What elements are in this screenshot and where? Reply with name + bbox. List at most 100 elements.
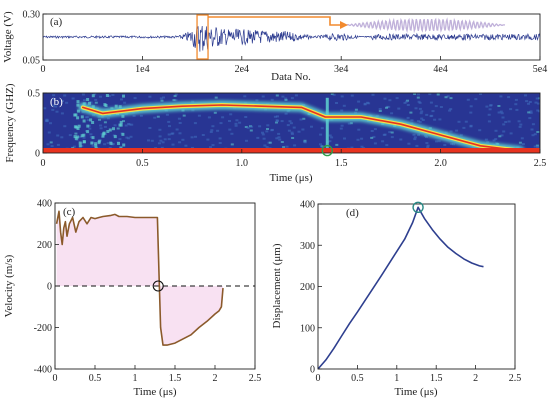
panel-c: (c) -400 -200 0 200 400 0 0.5 1 1.5 2 2.5 Time (μ… xyxy=(3,199,261,399)
panel-b-noise-cell xyxy=(302,117,306,120)
panel-b-noise-cell xyxy=(413,93,417,95)
panel-d-y-tick-label: 100 xyxy=(300,323,315,334)
panel-b-noise-cell xyxy=(372,135,376,138)
panel-b-noise-cell xyxy=(294,94,298,97)
panel-b-noise-cell xyxy=(484,138,488,141)
panel-b-noise-cell xyxy=(328,134,332,137)
panel-b-noise-cell xyxy=(165,113,169,116)
panel-b-noise-cell xyxy=(80,115,84,119)
panel-b-noise-cell xyxy=(290,97,294,100)
panel-b-noise-cell xyxy=(258,125,262,128)
panel-b-noise-cell xyxy=(527,102,530,105)
panel-b-noise-cell xyxy=(49,141,53,144)
panel-b-x-tick-label: 0 xyxy=(41,158,46,169)
panel-b-noise-cell xyxy=(123,101,127,104)
panel-b-noise-cell xyxy=(418,120,422,123)
panel-c-x-ticks: 0 0.5 1 1.5 2 2.5 xyxy=(53,365,261,384)
panel-b-noise-cell xyxy=(281,95,285,98)
panel-b-noise-cell xyxy=(177,117,181,120)
panel-b-noise-cell xyxy=(170,132,174,135)
panel-b-noise-cell xyxy=(278,138,282,141)
panel-b-noise-cell xyxy=(413,138,417,141)
panel-b-noise-cell xyxy=(406,116,410,119)
panel-b-noise-cell xyxy=(43,107,47,110)
panel-b-noise-cell xyxy=(330,136,334,139)
panel-b-noise-cell xyxy=(507,120,511,123)
panel-b-noise-cell xyxy=(104,104,108,107)
panel-b-noise-cell xyxy=(209,146,212,149)
panel-b-noise-cell xyxy=(538,110,540,113)
panel-b-noise-cell xyxy=(270,98,274,101)
panel-b-noise-cell xyxy=(449,97,453,100)
panel-b-noise-cell xyxy=(45,120,49,123)
panel-b-noise-cell xyxy=(228,128,232,131)
panel-b-noise-cell xyxy=(448,109,452,112)
panel-b-noise-cell xyxy=(230,132,234,135)
panel-b-noise-cell xyxy=(266,124,270,127)
panel-b-ridge-core xyxy=(82,104,521,152)
panel-b-noise-cell xyxy=(121,132,125,136)
panel-b-noise-cell xyxy=(519,123,523,126)
panel-b-noise-cell xyxy=(388,131,392,134)
panel-d-y-tick-label: 0 xyxy=(310,365,315,376)
panel-b-noise-cell xyxy=(117,142,120,145)
panel-b-noise-cell xyxy=(474,98,478,101)
panel-b-noise-cell xyxy=(168,125,171,128)
panel-b-noise-cell xyxy=(76,127,80,130)
panel-d-y-tick-label: 200 xyxy=(300,282,315,293)
panel-b-noise-cell xyxy=(108,146,112,149)
panel-b-noise-cell xyxy=(410,119,414,122)
panel-b-noise-cell xyxy=(238,121,242,124)
panel-c-tag: (c) xyxy=(63,206,76,218)
panel-b-noise-cell xyxy=(261,133,265,136)
panel-b-noise-cell xyxy=(88,127,92,130)
panel-b-noise-cell xyxy=(538,97,540,100)
panel-b-noise-cell xyxy=(499,95,503,98)
panel-b-noise-cell xyxy=(517,120,521,123)
panel-b-x-tick-label: 2.0 xyxy=(434,158,447,169)
panel-a-x-tick-label: 2e4 xyxy=(235,64,249,75)
panel-c-y-ticks: -400 -200 0 200 400 xyxy=(34,199,59,376)
panel-b-noise-cell xyxy=(112,127,115,131)
panel-b-x-ticks: 0 0.5 1.0 1.5 2.0 2.5 xyxy=(41,149,546,169)
panel-b-noise-cell xyxy=(469,105,473,108)
panel-a: (a) 0.05 0.30 0 1e4 2e4 3e4 4e4 5e4 Data No. V… xyxy=(2,10,547,84)
panel-b-noise-cell xyxy=(507,96,511,99)
panel-b-noise-cell xyxy=(50,145,54,148)
panel-b-noise-cell xyxy=(181,138,185,141)
panel-b-noise-cell xyxy=(178,132,182,135)
panel-b-noise-cell xyxy=(443,144,447,146)
panel-b-noise-cell xyxy=(524,94,527,97)
panel-b-noise-cell xyxy=(494,129,498,132)
panel-b-noise-cell xyxy=(340,95,344,98)
panel-b-noise-cell xyxy=(414,107,418,110)
panel-b-noise-cell xyxy=(73,125,77,129)
panel-b-noise-cell xyxy=(437,140,441,143)
panel-a-x-tick-label: 0 xyxy=(41,64,46,75)
panel-b-noise-cell xyxy=(536,109,540,112)
panel-b-noise-cell xyxy=(487,120,491,123)
panel-b-noise-cell xyxy=(415,144,419,147)
panel-d-y-tick-label: 400 xyxy=(300,200,315,211)
panel-c-y-label: Velocity (m/s) xyxy=(3,254,15,317)
panel-b-noise-cell xyxy=(438,118,442,121)
panel-b-noise-cell xyxy=(211,125,215,128)
panel-b-noise-cell xyxy=(356,138,360,141)
panel-b-noise-cell xyxy=(390,131,394,134)
panel-b-noise-cell xyxy=(68,134,72,137)
panel-b-noise-cell xyxy=(49,122,52,125)
panel-b-noise-cell xyxy=(273,115,277,118)
panel-b-noise-cell xyxy=(175,128,179,131)
panel-b-noise-cell xyxy=(266,128,269,130)
panel-b-noise-cell xyxy=(416,96,420,99)
panel-b-ridge-group xyxy=(43,100,540,153)
panel-b-noise-cell xyxy=(172,99,176,102)
panel-c-y-tick-label: -400 xyxy=(34,365,52,376)
panel-b-noise-cell xyxy=(335,143,339,146)
panel-b-y-tick-label: 0.5 xyxy=(28,89,41,100)
panel-a-y-tick-label: 0.30 xyxy=(23,10,41,21)
panel-b-noise-cell xyxy=(167,120,171,123)
panel-b-noise-cell xyxy=(221,116,225,119)
panel-b-noise-cell xyxy=(171,143,175,146)
panel-b-noise-cell xyxy=(486,141,490,144)
